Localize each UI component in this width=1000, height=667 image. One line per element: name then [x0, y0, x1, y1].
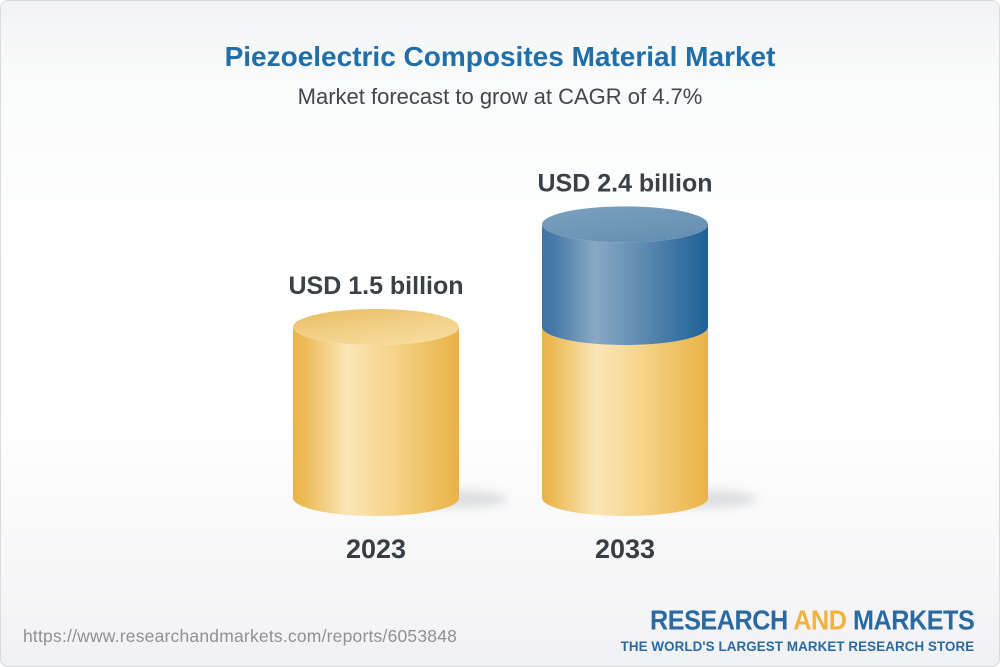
report-url: https://www.researchandmarkets.com/repor… — [23, 626, 458, 646]
logo-word-markets: MARKETS — [852, 603, 975, 637]
bar-segment-blue — [542, 224, 708, 345]
bar-2023: USD 1.5 billion 2023 — [288, 272, 508, 564]
logo-word-research: RESEARCH — [649, 603, 788, 637]
page-title: Piezoelectric Composites Material Market — [224, 41, 776, 72]
bar-segment-gold — [293, 327, 459, 516]
bar-category-label: 2023 — [346, 534, 406, 564]
bar-top-lid — [293, 309, 459, 345]
logo-tagline: THE WORLD'S LARGEST MARKET RESEARCH STOR… — [620, 639, 974, 654]
bar-segment-gold — [542, 327, 708, 516]
bar-value-label: USD 1.5 billion — [288, 272, 463, 300]
bar-value-label: USD 2.4 billion — [537, 169, 712, 197]
header: Piezoelectric Composites Material Market… — [1, 1, 999, 109]
bar-category-label: 2033 — [595, 534, 655, 564]
logo-word-and: AND — [792, 603, 847, 637]
bar-2033: USD 2.4 billion 2033 — [537, 169, 757, 564]
research-and-markets-logo: RESEARCH AND MARKETS THE WORLD'S LARGEST… — [617, 603, 975, 654]
bar-top-lid — [542, 206, 708, 243]
page-subtitle: Market forecast to grow at CAGR of 4.7% — [297, 84, 703, 109]
logo-wordmark: RESEARCH AND MARKETS — [627, 603, 975, 637]
footer: https://www.researchandmarkets.com/repor… — [1, 596, 999, 666]
